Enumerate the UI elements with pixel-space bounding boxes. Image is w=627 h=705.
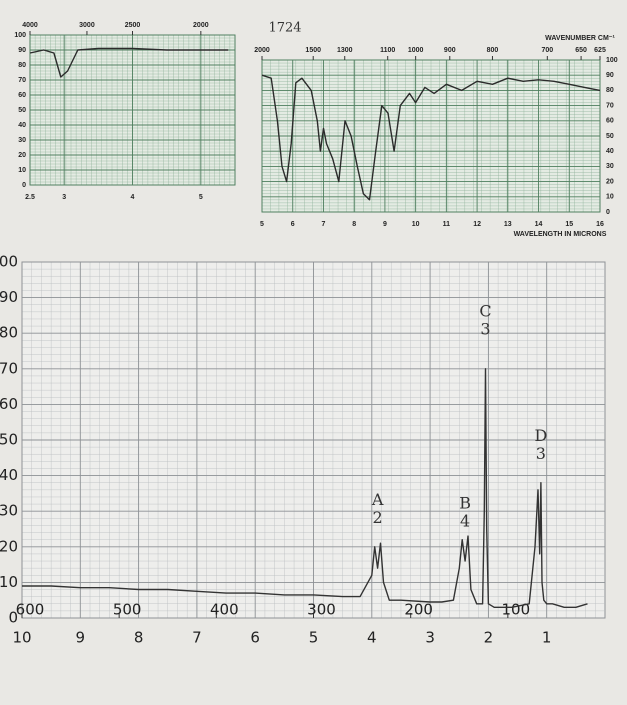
x2-tick-label: 2500 [125,22,141,29]
x-tick-label: 3 [62,194,66,201]
x2-tick-label: 700 [541,47,553,54]
peak-letter: C [479,301,491,320]
y-tick-label: 50 [18,107,26,114]
y-tick-label: 40 [606,148,614,155]
x-tick-label: 6 [250,629,260,647]
x-tick-label: 5 [260,221,264,228]
x-tick-label: 2 [484,629,494,647]
peak-count: 2 [373,508,383,527]
x2-tick-label: 300 [307,601,336,619]
y-tick-label: 20 [606,178,614,185]
y-tick-label: 80 [18,62,26,69]
x-tick-label: 5 [199,194,203,201]
peak-letter: D [534,426,547,445]
y-tick-label: 70 [18,77,26,84]
y-tick-label: 60 [0,395,18,413]
y-tick-label: 40 [0,466,18,484]
peak-count: 4 [460,512,470,531]
x-tick-label: 7 [322,221,326,228]
x-tick-label: 7 [192,629,202,647]
x-tick-label: 10 [412,221,420,228]
x-tick-label: 16 [596,221,604,228]
x2-tick-label: 800 [487,47,499,54]
y-tick-label: 100 [14,32,26,39]
spectrum-trace [261,74,601,201]
y-tick-label: 50 [0,431,18,449]
x-tick-label: 15 [565,221,573,228]
x-tick-label: 8 [134,629,144,647]
x2-tick-label: 3000 [79,22,95,29]
peak-count: 3 [480,319,490,338]
x2-tick-label: 625 [594,47,606,54]
y-tick-label: 100 [606,57,618,64]
x-tick-label: 10 [12,629,31,647]
y-tick-label: 40 [18,122,26,129]
x2-tick-label: 2000 [254,47,270,54]
y-tick-label: 30 [18,137,26,144]
y-tick-label: 90 [18,47,26,54]
x-tick-label: 12 [473,221,481,228]
x-tick-label: 14 [535,221,543,228]
x-axis-label: WAVELENGTH IN MICRONS [514,231,607,238]
peak-letter: A [371,490,384,509]
x2-tick-label: 1300 [337,47,353,54]
y-tick-label: 10 [0,573,18,591]
y-tick-label: 60 [606,118,614,125]
x-tick-label: 2.5 [25,194,35,201]
spectrum-trace [29,47,229,78]
y-tick-label: 20 [18,152,26,159]
x2-tick-label: 900 [444,47,456,54]
handwritten-note: 1724 [268,21,301,36]
x-tick-label: 1 [542,629,552,647]
y-tick-label: 0 [8,609,18,627]
x2-tick-label: 2000 [193,22,209,29]
y-tick-label: 60 [18,92,26,99]
peak-letter: B [459,494,471,513]
y-tick-label: 30 [0,502,18,520]
x-tick-label: 9 [76,629,86,647]
y-tick-label: 80 [0,324,18,342]
y-tick-label: 50 [606,133,614,140]
x-tick-label: 13 [504,221,512,228]
x2-tick-label: 200 [404,601,433,619]
y-tick-label: 20 [0,537,18,555]
y-tick-label: 70 [0,359,18,377]
x2-tick-label: 600 [16,601,45,619]
y-tick-label: 90 [0,288,18,306]
x2-tick-label: 1500 [305,47,321,54]
x2-tick-label: 1000 [408,47,424,54]
x-tick-label: 8 [352,221,356,228]
y-tick-label: 100 [0,253,18,271]
x-tick-label: 3 [425,629,435,647]
y-tick-label: 80 [606,87,614,94]
y-tick-label: 70 [606,102,614,109]
x-tick-label: 4 [367,629,377,647]
y-tick-label: 10 [606,194,614,201]
y-tick-label: 10 [18,167,26,174]
peak-count: 3 [536,444,546,463]
x2-tick-label: 400 [210,601,239,619]
y-tick-label: 0 [22,182,26,189]
x2-tick-label: 4000 [22,22,38,29]
x-tick-label: 11 [443,221,451,228]
x2-tick-label: 100 [502,601,531,619]
x-tick-label: 6 [291,221,295,228]
x2-tick-label: 500 [113,601,142,619]
x-tick-label: 4 [131,194,135,201]
x2-tick-label: 1100 [380,47,395,54]
x-tick-label: 9 [383,221,387,228]
y-tick-label: 90 [606,72,614,79]
y-tick-label: 30 [606,163,614,170]
x2-tick-label: 650 [575,47,587,54]
x2-axis-label: WAVENUMBER CM⁻¹ [545,35,615,42]
x-tick-label: 5 [309,629,319,647]
y-tick-label: 0 [606,209,610,216]
spectrum-trace [22,368,588,608]
